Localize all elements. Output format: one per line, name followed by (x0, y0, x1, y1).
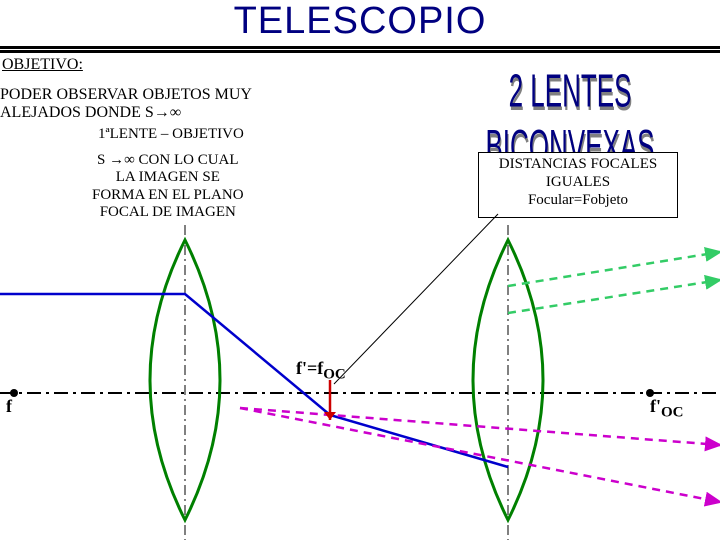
ray-mag-2 (240, 408, 720, 502)
fpoc-sub: OC (661, 405, 684, 421)
label-f: f (6, 396, 12, 417)
ray-blue (0, 294, 508, 467)
fpoc-pre: f' (650, 396, 661, 416)
label-fpoc: f'OC (650, 396, 684, 422)
ray-green-1 (508, 280, 720, 313)
label-fprime: f'=fOC (296, 358, 346, 384)
image-arrow (324, 380, 336, 420)
ray-green-2 (508, 252, 720, 286)
optics-svg (0, 0, 720, 540)
fprime-sub: OC (323, 367, 346, 383)
fprime-pre: f'=f (296, 358, 323, 378)
telescope-diagram: { "title": { "text": "TELESCOPIO", "colo… (0, 0, 720, 540)
